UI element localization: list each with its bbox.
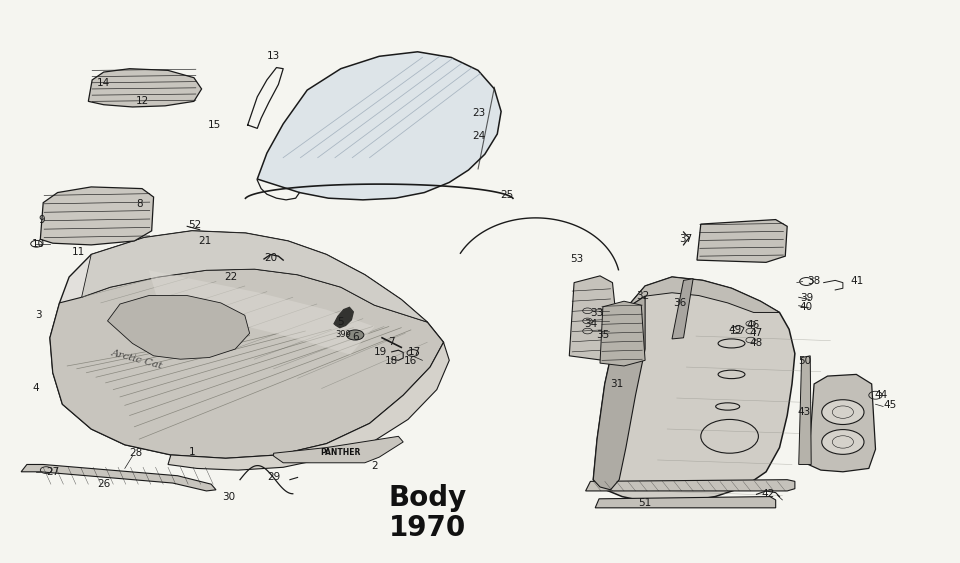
Text: 22: 22 xyxy=(225,272,238,282)
Text: 44: 44 xyxy=(875,390,888,400)
Text: 47: 47 xyxy=(750,328,763,338)
Polygon shape xyxy=(799,356,811,464)
Text: 37: 37 xyxy=(679,234,692,244)
Text: 12: 12 xyxy=(135,96,149,106)
Text: 35: 35 xyxy=(596,330,610,340)
Text: 11: 11 xyxy=(72,247,85,257)
Text: 1: 1 xyxy=(189,446,195,457)
Text: 52: 52 xyxy=(188,220,202,230)
Text: 14: 14 xyxy=(97,78,110,88)
Polygon shape xyxy=(21,464,216,491)
Circle shape xyxy=(822,400,864,425)
Text: 46: 46 xyxy=(746,320,759,330)
Text: 28: 28 xyxy=(130,448,143,458)
Text: 6: 6 xyxy=(352,332,358,342)
Polygon shape xyxy=(257,52,501,200)
Polygon shape xyxy=(334,307,353,328)
Polygon shape xyxy=(672,279,693,339)
Text: 49: 49 xyxy=(729,325,742,335)
Text: 20: 20 xyxy=(264,253,277,263)
Text: 21: 21 xyxy=(198,236,211,246)
Polygon shape xyxy=(50,231,444,458)
Text: 31: 31 xyxy=(611,379,624,389)
Text: 42: 42 xyxy=(761,489,775,499)
Text: 9: 9 xyxy=(38,215,44,225)
Text: 53: 53 xyxy=(570,254,584,264)
Text: 38: 38 xyxy=(807,276,821,287)
Polygon shape xyxy=(569,276,619,360)
Text: 41: 41 xyxy=(851,276,864,287)
Text: 33: 33 xyxy=(590,308,604,318)
Text: 16: 16 xyxy=(404,356,418,367)
Text: 17: 17 xyxy=(408,347,421,358)
Text: 27: 27 xyxy=(46,467,60,477)
Text: 48: 48 xyxy=(750,338,763,348)
Polygon shape xyxy=(595,497,776,508)
Text: 4: 4 xyxy=(33,383,38,394)
Polygon shape xyxy=(82,231,427,322)
Text: 10: 10 xyxy=(32,239,45,249)
Circle shape xyxy=(347,330,364,340)
Text: 15: 15 xyxy=(207,120,221,130)
Text: 39: 39 xyxy=(800,293,813,303)
Polygon shape xyxy=(108,296,250,359)
Polygon shape xyxy=(600,301,645,366)
Polygon shape xyxy=(586,480,795,491)
Text: 29: 29 xyxy=(267,472,280,482)
Text: 1970: 1970 xyxy=(389,514,466,542)
Text: 32: 32 xyxy=(636,291,650,301)
Circle shape xyxy=(822,430,864,454)
Text: 34: 34 xyxy=(584,319,597,329)
Text: 399: 399 xyxy=(336,330,351,339)
Text: 51: 51 xyxy=(638,498,652,508)
Polygon shape xyxy=(149,270,374,355)
Text: 30: 30 xyxy=(222,491,235,502)
Text: 19: 19 xyxy=(373,347,387,358)
Text: 25: 25 xyxy=(500,190,514,200)
Text: 24: 24 xyxy=(472,131,486,141)
Text: 3: 3 xyxy=(36,310,41,320)
Polygon shape xyxy=(40,187,154,245)
Text: 18: 18 xyxy=(385,356,398,367)
Text: 36: 36 xyxy=(673,298,686,308)
Text: 45: 45 xyxy=(883,400,897,410)
Text: 50: 50 xyxy=(798,356,811,367)
Text: 26: 26 xyxy=(97,479,110,489)
Text: 43: 43 xyxy=(798,407,811,417)
Polygon shape xyxy=(612,277,780,341)
Text: 5: 5 xyxy=(338,317,344,327)
Polygon shape xyxy=(697,220,787,262)
Text: Arctic Cat: Arctic Cat xyxy=(110,348,164,371)
Polygon shape xyxy=(593,277,795,502)
Text: Body: Body xyxy=(388,484,467,512)
Polygon shape xyxy=(274,436,403,463)
Text: 2: 2 xyxy=(372,461,377,471)
Text: PANTHER: PANTHER xyxy=(321,448,361,457)
Text: 40: 40 xyxy=(800,302,813,312)
Polygon shape xyxy=(593,296,645,490)
Polygon shape xyxy=(808,374,876,472)
Text: 13: 13 xyxy=(267,51,280,61)
Text: 23: 23 xyxy=(472,108,486,118)
Polygon shape xyxy=(88,69,202,107)
Text: 7: 7 xyxy=(389,337,395,347)
Text: 8: 8 xyxy=(136,199,142,209)
Polygon shape xyxy=(50,269,444,458)
Polygon shape xyxy=(168,342,449,470)
